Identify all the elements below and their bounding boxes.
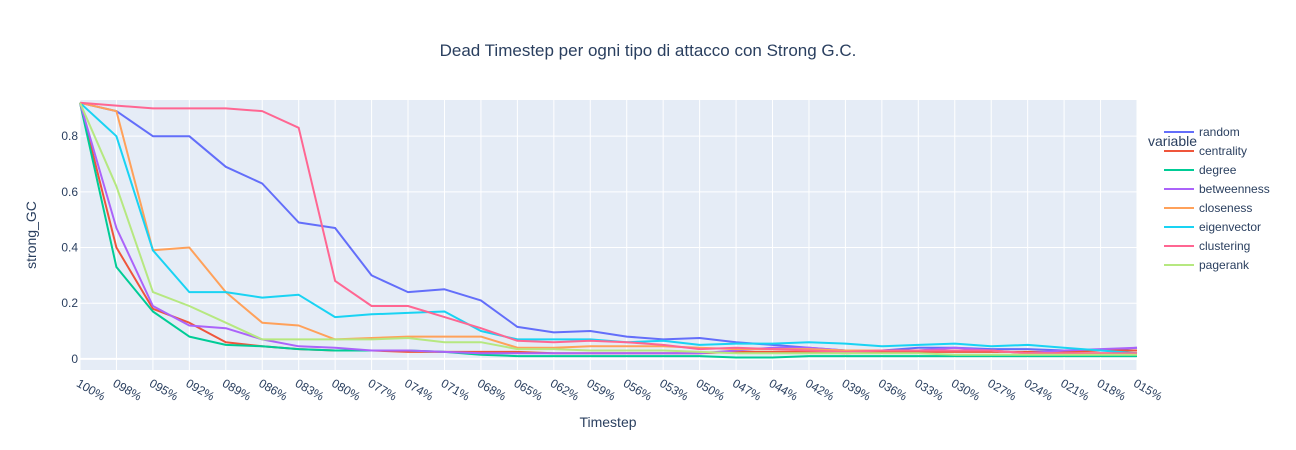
x-axis-title: Timestep <box>579 414 636 430</box>
x-tick-label: 015% <box>1131 376 1165 404</box>
x-tick-label: 056% <box>621 376 655 404</box>
x-tick-label: 030% <box>949 376 983 404</box>
y-tick-label: 0.2 <box>61 296 78 310</box>
x-tick-label: 039% <box>840 376 874 404</box>
chart-title: Dead Timestep per ogni tipo di attacco c… <box>440 41 857 60</box>
x-tick-label: 089% <box>220 376 254 404</box>
legend-label-betweenness[interactable]: betweenness <box>1199 182 1270 196</box>
x-tick-label: 050% <box>694 376 728 404</box>
x-tick-label: 071% <box>439 376 473 404</box>
x-tick-label: 018% <box>1095 376 1129 404</box>
plot-area <box>80 100 1137 370</box>
legend-label-random[interactable]: random <box>1199 125 1240 139</box>
y-tick-label: 0.4 <box>61 241 78 255</box>
legend-label-closeness[interactable]: closeness <box>1199 201 1252 215</box>
y-axis-title: strong_GC <box>23 201 39 269</box>
legend-label-pagerank[interactable]: pagerank <box>1199 258 1250 272</box>
x-tick-label: 021% <box>1058 376 1092 404</box>
legend-label-clustering[interactable]: clustering <box>1199 239 1250 253</box>
x-tick-label: 068% <box>475 376 509 404</box>
legend-label-centrality[interactable]: centrality <box>1199 144 1247 158</box>
x-tick-label: 036% <box>876 376 910 404</box>
legend-label-eigenvector[interactable]: eigenvector <box>1199 220 1261 234</box>
series-line-pagerank <box>79 102 1137 356</box>
x-tick-label: 062% <box>548 376 582 404</box>
series-lines <box>79 101 1138 359</box>
legend: variable random centrality degree betweenne… <box>1148 125 1270 272</box>
y-tick-label: 0.8 <box>61 129 78 143</box>
x-tick-label: 024% <box>1022 376 1056 404</box>
x-axis-ticks: 100% 098% 095% 092% 089% 086% 083% 080% 077% 074%… <box>74 376 1165 404</box>
legend-label-degree[interactable]: degree <box>1199 163 1237 177</box>
x-tick-label: 042% <box>803 376 837 404</box>
x-tick-label: 027% <box>985 376 1019 404</box>
x-tick-label: 080% <box>329 376 363 404</box>
x-tick-label: 100% <box>74 376 108 404</box>
x-tick-label: 095% <box>147 376 181 404</box>
y-tick-label: 0.6 <box>61 185 78 199</box>
gridlines <box>79 100 1138 370</box>
series-line-clustering <box>79 101 1137 355</box>
x-tick-label: 077% <box>366 376 400 404</box>
x-tick-label: 059% <box>584 376 618 404</box>
x-tick-label: 033% <box>912 376 946 404</box>
x-tick-label: 092% <box>183 376 217 404</box>
x-tick-label: 044% <box>767 376 801 404</box>
x-tick-label: 098% <box>111 376 145 404</box>
x-tick-label: 074% <box>402 376 436 404</box>
x-tick-label: 083% <box>293 376 327 404</box>
y-axis-ticks: 0 0.2 0.4 0.6 0.8 <box>61 129 78 366</box>
y-tick-label: 0 <box>71 352 78 366</box>
x-tick-label: 053% <box>657 376 691 404</box>
x-tick-label: 065% <box>511 376 545 404</box>
x-tick-label: 086% <box>256 376 290 404</box>
series-line-degree <box>79 102 1137 359</box>
x-tick-label: 047% <box>730 376 764 404</box>
legend-title: variable <box>1148 133 1197 149</box>
